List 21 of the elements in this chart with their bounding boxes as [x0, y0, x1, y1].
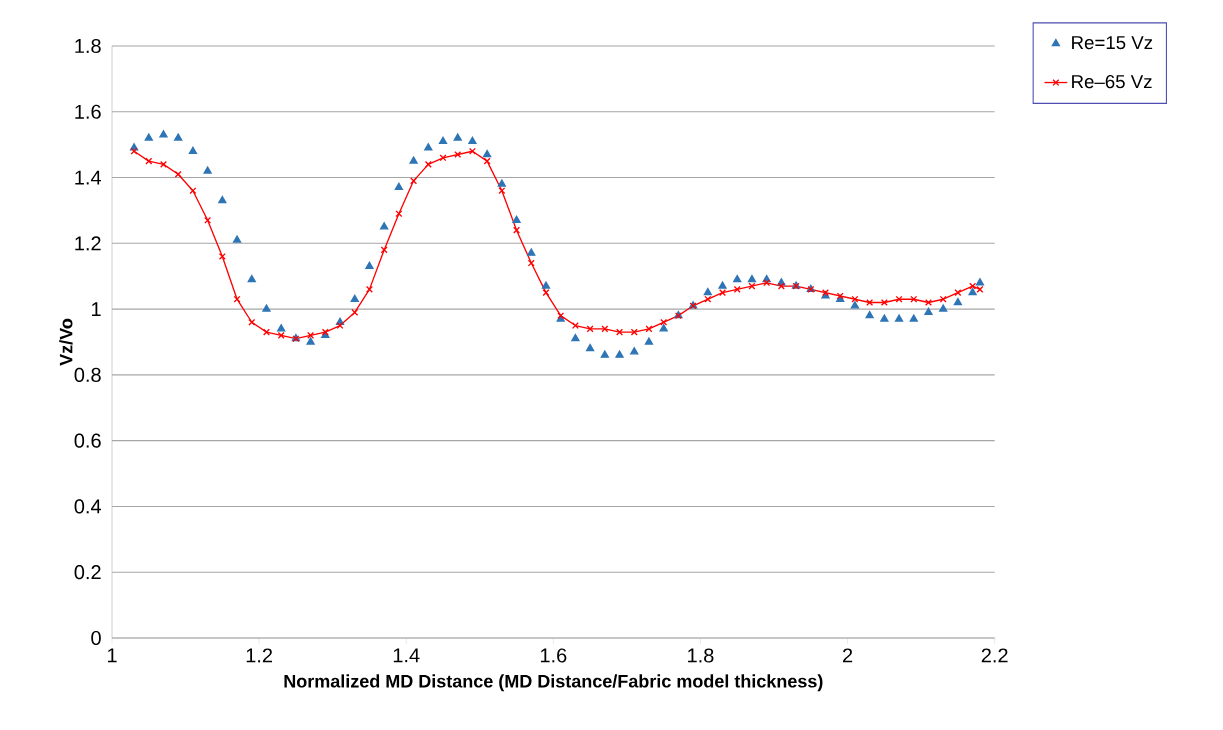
- x-tick-label: 1.4: [393, 648, 420, 663]
- legend-label: Re–65 Vz: [1072, 75, 1152, 89]
- legend-label: Re=15 Vz: [1072, 36, 1153, 50]
- y-tick-label: 0.2: [74, 565, 101, 580]
- x-tick-label: 1.8: [688, 648, 714, 663]
- y-tick-label: 0.6: [74, 433, 101, 448]
- y-tick-label: 1.4: [75, 170, 102, 185]
- y-axis-title: Vz/Vo: [59, 318, 73, 366]
- y-tick-label: 1: [92, 302, 101, 316]
- y-tick-label: 0.4: [74, 499, 102, 514]
- x-tick-label: 1.2: [246, 648, 273, 663]
- y-tick-label: 0: [91, 630, 101, 646]
- y-tick-label: 0.8: [74, 367, 101, 382]
- y-tick-label: 1.2: [75, 236, 101, 251]
- x-tick-label: 2: [843, 648, 853, 663]
- y-tick-label: 1.8: [75, 38, 101, 54]
- x-tick-label: 1: [107, 648, 117, 663]
- x-tick-label: 1.6: [540, 648, 567, 663]
- y-tick-label: 1.6: [75, 104, 101, 119]
- x-axis-title: Normalized MD Distance (MD Distance/Fabric model thickness): [284, 674, 823, 692]
- x-tick-label: 2.2: [981, 648, 1008, 663]
